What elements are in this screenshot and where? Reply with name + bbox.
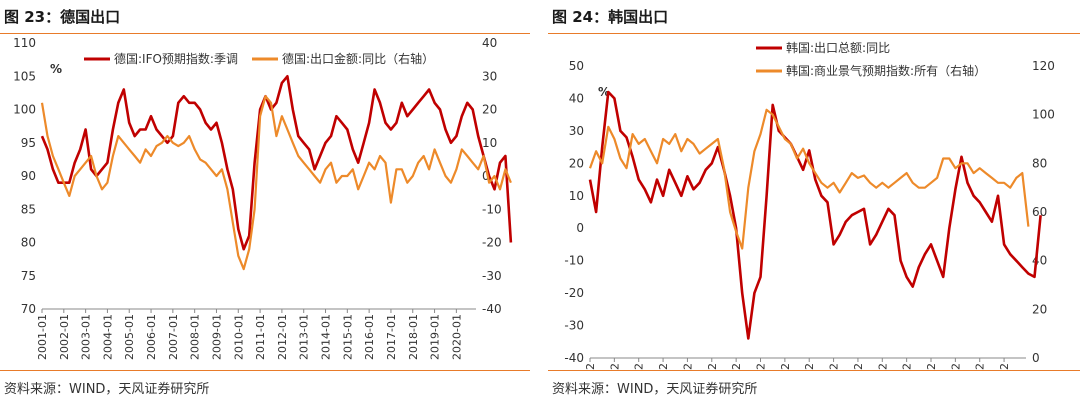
x-tick-label: 2008-02 (706, 363, 719, 370)
y-left-tick-label: 100 (13, 103, 36, 117)
x-tick-label: 2008-01 (189, 314, 202, 360)
y-left-tick-label: 110 (13, 36, 36, 50)
x-tick-label: 2011-02 (779, 363, 792, 370)
y-left-tick-label: 80 (21, 236, 36, 250)
y-left-tick-label: 30 (569, 124, 584, 138)
bottom-divider (0, 370, 530, 371)
x-tick-label: 2009-01 (210, 314, 223, 360)
legend-label-2: 韩国:商业景气预期指数:所有（右轴） (786, 63, 986, 78)
x-tick-label: 2006-01 (145, 314, 158, 360)
x-tick-label: 2011-01 (254, 314, 267, 360)
x-tick-label: 2019-01 (429, 314, 442, 360)
top-divider (0, 33, 530, 34)
x-tick-label: 2009-02 (730, 363, 743, 370)
x-tick-label: 2017-01 (385, 314, 398, 360)
y-left-tick-label: 40 (569, 91, 584, 105)
y-left-tick-label: 75 (21, 269, 36, 283)
x-tick-label: 2012-01 (276, 314, 289, 360)
y-right-tick-label: 40 (1032, 254, 1047, 268)
x-tick-label: 2015-02 (876, 363, 889, 370)
y-right-tick-label: 100 (1032, 108, 1055, 122)
x-tick-label: 2018-02 (949, 363, 962, 370)
x-tick-label: 2003-01 (80, 314, 93, 360)
x-tick-label: 2020-02 (998, 363, 1011, 370)
series-line-2 (588, 108, 1030, 250)
panel-korea-exports: 图 24：韩国出口 -40 -30 -20 -10 0 10 20 30 40 50 0 20 40 60… (548, 0, 1080, 401)
y-left-tick-label: -30 (564, 319, 584, 333)
y-left-tick-label: 70 (21, 302, 36, 316)
y-right-tick-label: 80 (1032, 156, 1047, 170)
unit-label: % (50, 62, 62, 76)
x-tick-label: 2002-01 (58, 314, 71, 360)
chart-title: 图 23：德国出口 (4, 8, 121, 26)
x-tick-label: 2012-02 (803, 363, 816, 370)
y-right-tick-label: 0 (482, 169, 490, 183)
x-tick-label: 2019-02 (974, 363, 987, 370)
korea-line-chart: -40-30-20-1001020304050020406080100120%2… (564, 40, 1055, 370)
x-tick-label: 2004-01 (101, 314, 114, 360)
x-tick-label: 2014-02 (852, 363, 865, 370)
y-right-tick-label: -20 (482, 236, 502, 250)
y-right-tick-label: -10 (482, 202, 502, 216)
x-tick-label: 2018-01 (407, 314, 420, 360)
chart-title: 图 24：韩国出口 (552, 8, 669, 26)
y-left-tick-label: 50 (569, 59, 584, 73)
x-tick-label: 2010-01 (232, 314, 245, 360)
x-tick-label: 2016-01 (363, 314, 376, 360)
y-left-tick-label: 85 (21, 202, 36, 216)
top-divider (548, 33, 1080, 34)
x-tick-label: 2007-01 (167, 314, 180, 360)
y-left-tick-label: 10 (569, 189, 584, 203)
series-line-2 (40, 95, 512, 271)
x-tick-label: 2014-01 (320, 314, 333, 360)
x-tick-label: 2004-02 (608, 363, 621, 370)
y-left-tick-label: 90 (21, 169, 36, 183)
x-tick-label: 2005-02 (633, 363, 646, 370)
x-tick-label: 2017-02 (925, 363, 938, 370)
y-right-tick-label: 0 (1032, 351, 1040, 365)
germany-line-chart: 70 75 80 85 90 95 100 105 110 -40 -30 -20 -10 0 10 20 30… (13, 36, 513, 360)
x-tick-label: 2013-02 (828, 363, 841, 370)
y-left-tick-label: -20 (564, 286, 584, 300)
y-left-tick-label: 0 (576, 221, 584, 235)
y-left-tick-label: 105 (13, 69, 36, 83)
x-tick-label: 2003-02 (584, 363, 597, 370)
y-right-tick-label: 20 (1032, 302, 1047, 316)
x-tick-label: 2001-01 (36, 314, 49, 360)
y-right-tick-label: 120 (1032, 59, 1055, 73)
source-note: 资料来源：WIND，天风证券研究所 (4, 382, 210, 397)
y-left-tick-label: 20 (569, 156, 584, 170)
series-line-1 (40, 74, 513, 251)
source-note: 资料来源：WIND，天风证券研究所 (552, 382, 758, 397)
y-right-tick-label: 10 (482, 136, 497, 150)
legend-label-1: 德国:IFO预期指数:季调 (114, 51, 238, 66)
series-line-1 (588, 90, 1042, 340)
x-tick-label: 2010-02 (755, 363, 768, 370)
x-tick-label: 2015-01 (341, 314, 354, 360)
bottom-divider (548, 370, 1080, 371)
y-left-tick-label: 95 (21, 136, 36, 150)
x-tick-label: 2013-01 (298, 314, 311, 360)
legend-label-2: 德国:出口金额:同比（右轴） (282, 51, 434, 66)
legend-label-1: 韩国:出口总额:同比 (786, 40, 890, 55)
x-tick-label: 2016-02 (901, 363, 914, 370)
y-left-tick-label: -40 (564, 351, 584, 365)
x-tick-label: 2007-02 (681, 363, 694, 370)
y-right-tick-label: 40 (482, 36, 497, 50)
y-right-tick-label: -40 (482, 302, 502, 316)
y-right-tick-label: 60 (1032, 205, 1047, 219)
x-tick-label: 2020-01 (450, 314, 463, 360)
y-right-tick-label: 20 (482, 103, 497, 117)
y-left-tick-label: -10 (564, 254, 584, 268)
x-tick-label: 2005-01 (123, 314, 136, 360)
y-right-tick-label: 30 (482, 69, 497, 83)
y-right-tick-label: -30 (482, 269, 502, 283)
panel-germany-exports: 图 23：德国出口 70 75 80 85 90 95 100 105 110 -40 -30 -20… (0, 0, 530, 401)
x-tick-label: 2006-02 (657, 363, 670, 370)
